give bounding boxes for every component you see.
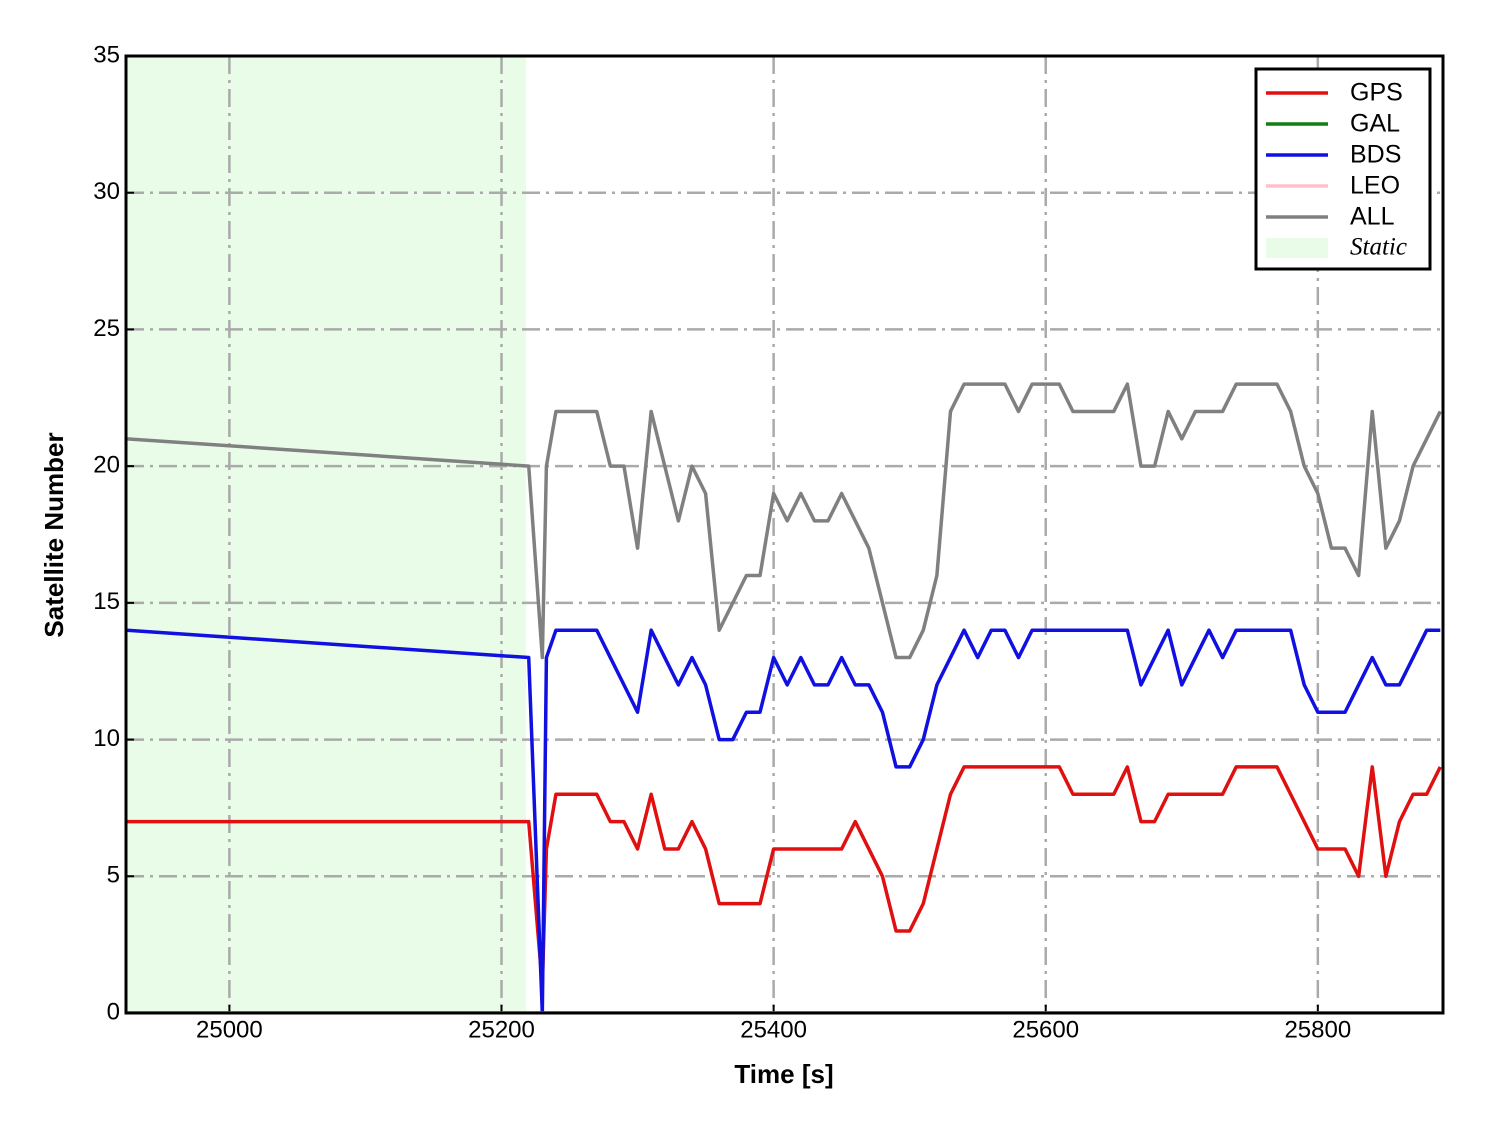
x-tick-label: 25400 bbox=[740, 1016, 807, 1043]
legend-label: GAL bbox=[1350, 110, 1400, 138]
y-axis-label: Satellite Number bbox=[39, 432, 69, 637]
legend-label: BDS bbox=[1350, 141, 1401, 169]
x-tick-label: 25000 bbox=[196, 1016, 263, 1043]
y-tick-label: 25 bbox=[93, 315, 120, 342]
x-tick-label: 25200 bbox=[468, 1016, 535, 1043]
x-axis-label: Time [s] bbox=[734, 1059, 833, 1089]
plot-lines bbox=[126, 382, 1442, 1013]
legend-label: Static bbox=[1350, 234, 1407, 261]
series-line bbox=[126, 765, 1442, 988]
legend-label: LEO bbox=[1350, 172, 1400, 200]
plot-frame bbox=[124, 54, 1445, 1015]
y-tick-label: 30 bbox=[93, 178, 120, 205]
x-tick-label: 25800 bbox=[1284, 1016, 1351, 1043]
series-line bbox=[126, 628, 1441, 1013]
series-line bbox=[126, 382, 1442, 660]
y-tick-label: 15 bbox=[93, 588, 120, 615]
y-tick-label: 5 bbox=[107, 862, 120, 889]
legend-label: ALL bbox=[1350, 203, 1395, 231]
y-tick-label: 10 bbox=[93, 725, 120, 752]
legend-swatch bbox=[1266, 238, 1328, 258]
x-tick-label: 25600 bbox=[1012, 1016, 1079, 1043]
shaded-region bbox=[126, 56, 526, 1013]
y-tick-label: 35 bbox=[93, 41, 120, 68]
legend-label: GPS bbox=[1350, 79, 1403, 107]
legend-box bbox=[1254, 67, 1432, 271]
y-tick-label: 0 bbox=[107, 998, 120, 1025]
y-tick-label: 20 bbox=[93, 451, 120, 478]
